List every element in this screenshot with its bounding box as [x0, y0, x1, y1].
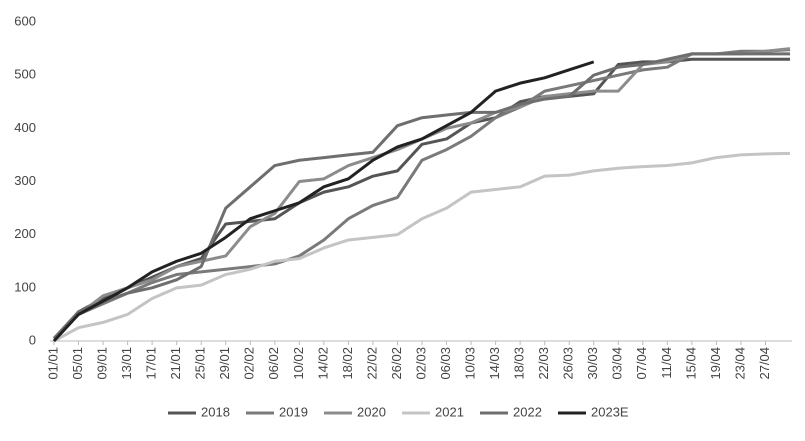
x-tick-label: 18/02	[340, 347, 355, 380]
x-tick-label: 21/01	[168, 347, 183, 380]
series-line	[52, 60, 595, 343]
y-tick-label: 300	[14, 173, 36, 188]
series-line	[52, 52, 790, 340]
x-tick-label: 02/02	[242, 347, 257, 380]
x-tick-label: 27/04	[757, 347, 772, 380]
x-tick-label: 11/04	[659, 347, 674, 379]
x-tick-label: 14/03	[487, 347, 502, 380]
x-tick-label: 01/01	[45, 347, 60, 380]
x-tick-label: 07/04	[634, 347, 649, 380]
x-tick-label: 14/02	[315, 347, 330, 380]
x-tick-label: 13/01	[119, 347, 134, 380]
legend-label: 2019	[279, 404, 308, 419]
y-tick-label: 200	[14, 226, 36, 241]
legend-label: 2023E	[591, 404, 629, 419]
y-tick-label: 100	[14, 279, 36, 294]
series-line	[53, 151, 791, 343]
x-tick-label: 05/01	[70, 347, 85, 380]
x-tick-label: 23/04	[732, 347, 747, 380]
x-tick-label: 25/01	[193, 347, 208, 380]
x-tick-label: 19/04	[708, 347, 723, 380]
x-tick-label: 06/02	[266, 347, 281, 380]
legend-label: 2021	[435, 404, 464, 419]
x-tick-label: 09/01	[95, 347, 110, 380]
x-tick-label: 17/01	[144, 347, 159, 380]
x-tick-label: 02/03	[413, 347, 428, 380]
x-tick-label: 26/03	[561, 347, 576, 380]
x-tick-label: 10/03	[463, 347, 478, 380]
x-tick-label: 30/03	[585, 347, 600, 380]
x-tick-label: 18/03	[512, 347, 527, 380]
legend-label: 2020	[357, 404, 386, 419]
series-line	[52, 48, 791, 340]
x-tick-label: 06/03	[438, 347, 453, 380]
y-tick-label: 600	[14, 13, 36, 28]
legend-label: 2018	[201, 404, 230, 419]
x-tick-label: 26/02	[389, 347, 404, 380]
series-line	[52, 47, 791, 340]
x-tick-label: 10/02	[291, 347, 306, 380]
y-tick-label: 500	[14, 67, 36, 82]
x-tick-label: 22/03	[536, 347, 551, 380]
y-tick-label: 0	[29, 332, 36, 347]
series-line	[52, 57, 790, 342]
y-tick-label: 400	[14, 120, 36, 135]
x-tick-label: 15/04	[683, 347, 698, 380]
x-tick-label: 29/01	[217, 347, 232, 380]
x-tick-label: 03/04	[610, 347, 625, 380]
legend-label: 2022	[513, 404, 542, 419]
x-tick-label: 22/02	[364, 347, 379, 380]
